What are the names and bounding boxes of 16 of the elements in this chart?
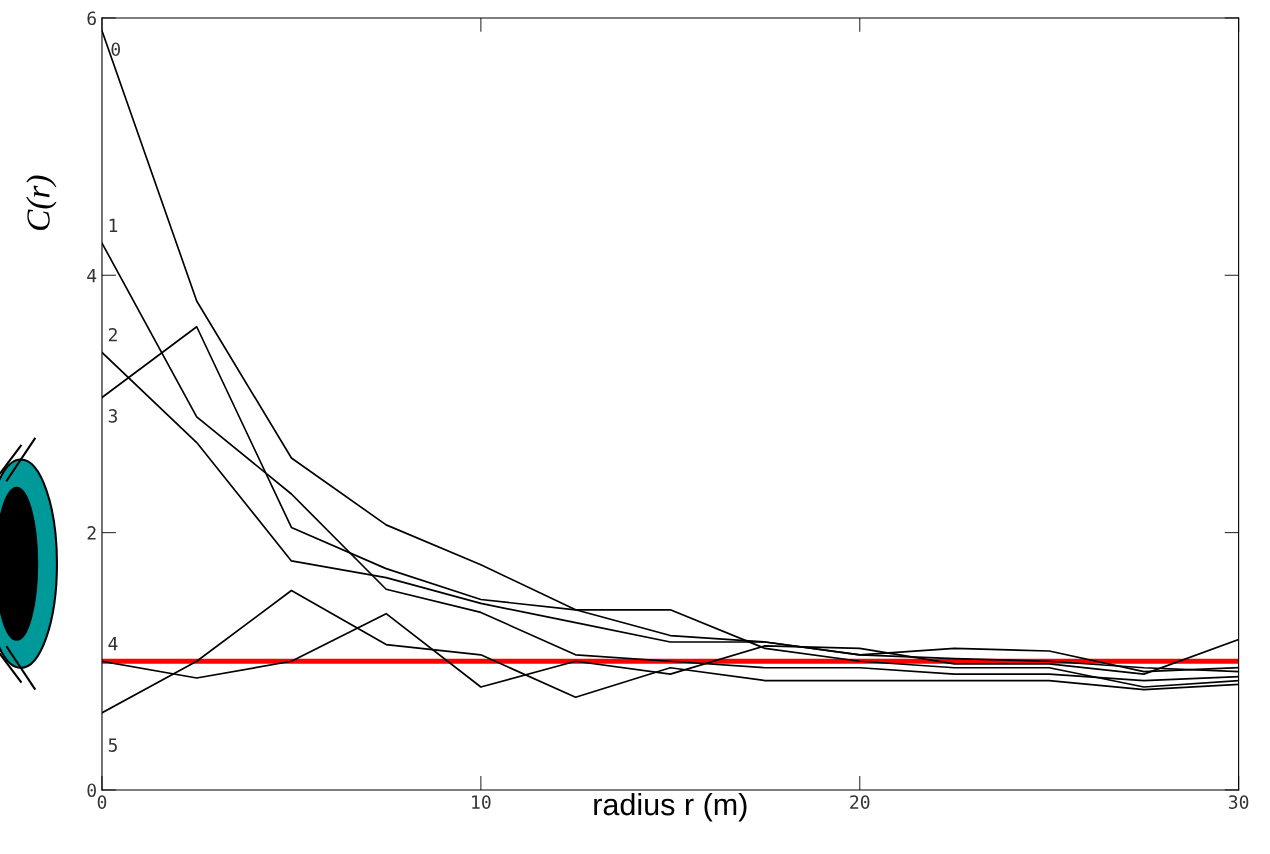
series-label: 1 bbox=[109, 218, 118, 232]
series-label: 5 bbox=[108, 738, 117, 752]
x-tick-label: 20 bbox=[850, 795, 870, 809]
y-tick-label: 0 bbox=[87, 783, 96, 798]
series-label: 3 bbox=[108, 409, 118, 423]
y-tick-label: 6 bbox=[87, 11, 96, 26]
y-axis-title: C(r) bbox=[26, 175, 57, 231]
series-label: 2 bbox=[108, 327, 117, 342]
x-tick-label: 30 bbox=[1228, 795, 1249, 809]
series-label: 0 bbox=[111, 42, 121, 57]
y-tick-label: 2 bbox=[87, 526, 96, 540]
x-tick-label: 10 bbox=[472, 795, 491, 809]
y-tick-label: 4 bbox=[87, 269, 97, 283]
series-label: 4 bbox=[108, 637, 118, 651]
x-axis-title: radius r (m) bbox=[594, 792, 747, 822]
x-tick-label: 0 bbox=[97, 795, 107, 809]
